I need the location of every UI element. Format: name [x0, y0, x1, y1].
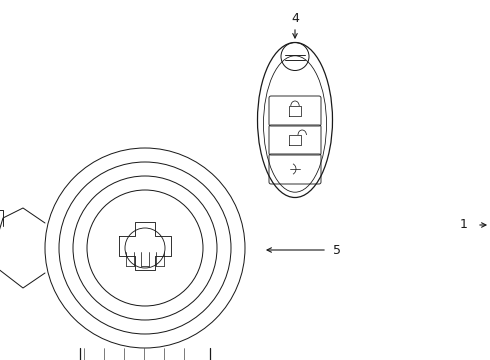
- Text: 5: 5: [333, 243, 341, 256]
- Text: 1: 1: [460, 219, 468, 231]
- Text: 4: 4: [291, 12, 299, 24]
